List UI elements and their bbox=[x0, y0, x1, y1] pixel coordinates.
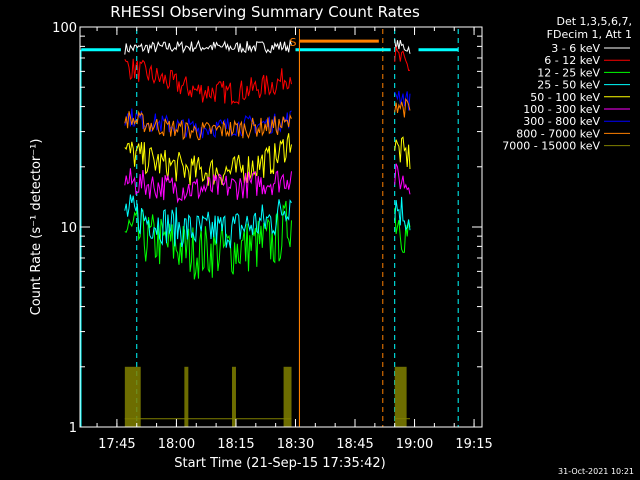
y-tick-label: 100 bbox=[52, 21, 77, 36]
series-spike-band bbox=[231, 366, 236, 427]
series-line bbox=[394, 136, 411, 170]
series-line bbox=[124, 110, 292, 141]
legend-header-line-2: FDecim 1, Att 1 bbox=[547, 28, 632, 41]
legend-label: 12 - 25 keV bbox=[537, 66, 600, 79]
series-line bbox=[124, 39, 292, 55]
series-line bbox=[394, 207, 411, 253]
series-line bbox=[124, 133, 292, 186]
series-line bbox=[124, 200, 292, 280]
series-spike-band bbox=[124, 366, 141, 427]
legend: Det 1,3,5,6,7, FDecim 1, Att 1 3 - 6 keV… bbox=[502, 15, 632, 153]
timestamp: 31-Oct-2021 10:21 bbox=[558, 467, 634, 476]
legend-label: 7000 - 15000 keV bbox=[502, 140, 600, 153]
x-axis: 17:45 18:00 18:15 18:30 18:45 19:00 19:15 bbox=[96, 27, 493, 452]
x-tick-label: 19:15 bbox=[455, 437, 492, 452]
series-line bbox=[394, 39, 411, 54]
legend-label: 50 - 100 keV bbox=[530, 91, 600, 104]
series-line bbox=[394, 46, 411, 72]
series-line bbox=[394, 163, 411, 195]
x-axis-label: Start Time (21-Sep-15 17:35:42) bbox=[174, 456, 385, 471]
x-tick-label: 18:45 bbox=[336, 437, 373, 452]
legend-label: 800 - 7000 keV bbox=[516, 127, 600, 140]
legend-label: 3 - 6 keV bbox=[551, 42, 600, 55]
legend-header-line-1: Det 1,3,5,6,7, bbox=[556, 15, 632, 28]
legend-label: 100 - 300 keV bbox=[523, 103, 600, 116]
y-axis-label: Count Rate (s⁻¹ detector⁻¹) bbox=[29, 139, 44, 316]
y-tick-label: 1 bbox=[69, 421, 77, 436]
chart-title: RHESSI Observing Summary Count Rates bbox=[110, 3, 420, 21]
y-tick-label: 10 bbox=[60, 221, 77, 236]
series-line bbox=[394, 97, 411, 118]
legend-label: 25 - 50 keV bbox=[537, 79, 600, 92]
series-line bbox=[124, 194, 292, 249]
series-line bbox=[394, 90, 411, 111]
plot-area: S bbox=[80, 29, 459, 427]
legend-label: 6 - 12 keV bbox=[544, 54, 600, 67]
series-spike-band bbox=[283, 366, 292, 427]
legend-label: 300 - 800 keV bbox=[523, 115, 600, 128]
series-spike-band bbox=[184, 366, 189, 427]
x-tick-label: 19:00 bbox=[396, 437, 433, 452]
flag-label: S bbox=[289, 36, 296, 49]
x-tick-label: 18:15 bbox=[217, 437, 254, 452]
x-tick-label: 17:45 bbox=[98, 437, 135, 452]
series-line bbox=[124, 58, 292, 106]
x-tick-label: 18:30 bbox=[277, 437, 314, 452]
series-line bbox=[394, 196, 411, 231]
series-line bbox=[124, 168, 292, 204]
series-spike-band bbox=[394, 366, 407, 427]
x-tick-label: 18:00 bbox=[158, 437, 195, 452]
